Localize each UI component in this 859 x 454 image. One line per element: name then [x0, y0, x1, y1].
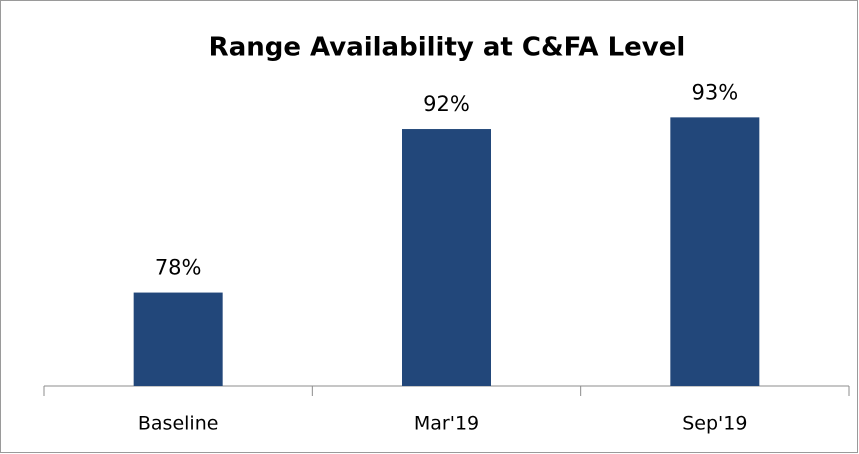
data-label: 92%	[423, 92, 470, 116]
chart-title: Range Availability at C&FA Level	[209, 33, 686, 63]
bar	[670, 117, 760, 387]
bar	[402, 129, 491, 387]
x-tick-label: Sep'19	[682, 413, 747, 435]
data-label: 78%	[155, 256, 202, 280]
bar	[133, 292, 223, 386]
x-tick-label: Mar'19	[414, 413, 479, 435]
data-label: 93%	[691, 80, 738, 104]
x-tick-label: Baseline	[138, 413, 219, 435]
